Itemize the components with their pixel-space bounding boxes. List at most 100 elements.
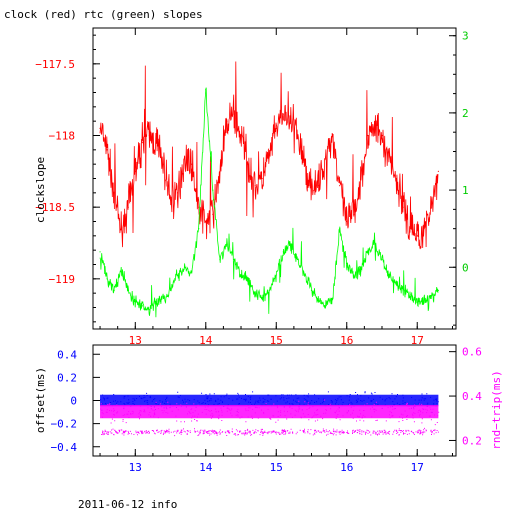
footer-info: 2011-06-12 info (78, 498, 177, 511)
series-point-clock (169, 199, 172, 201)
top-x-tick-label: 13 (129, 334, 142, 347)
series-point-clock (374, 127, 376, 129)
series-point-rtc (99, 251, 101, 253)
series-point-rtc (409, 293, 411, 295)
series-point-clock (381, 134, 383, 137)
series-point-rtc (381, 258, 383, 261)
series-point-rtc (240, 274, 242, 276)
series-point-clock (303, 163, 306, 165)
series-point-clock (184, 156, 186, 158)
series-point-rtc (261, 297, 263, 299)
bottom-right-axis: 0.6 0.4 0.2 (449, 346, 482, 447)
series-point-rtc (247, 278, 249, 280)
series-point-clock (212, 213, 214, 215)
bottom-left-tick-label: 0.4 (57, 348, 77, 361)
top-left-tick-label: −117.5 (35, 58, 75, 71)
series-point-clock (353, 213, 355, 215)
top-x-tick-label: 15 (270, 334, 283, 347)
series-point-rtc (395, 282, 397, 284)
series-point-clock (423, 228, 425, 230)
series-point-clock (226, 120, 228, 122)
bottom-left-axis: 0.4 0.2 0 −0.2 −0.4 (51, 348, 100, 454)
series-point-clock (233, 113, 235, 115)
series-point-clock (395, 177, 397, 180)
series-point-clock (261, 177, 263, 180)
series-point-rtc (141, 305, 143, 307)
series-point-rtc (367, 251, 369, 253)
series-point-rtc (191, 270, 193, 272)
top-right-tick-label: 2 (462, 107, 469, 120)
series-point-clock (205, 220, 207, 223)
series-band-rnd-trip (100, 404, 439, 419)
series-point-rtc (233, 258, 235, 261)
series-point-rtc (416, 301, 418, 303)
series-point-rtc (120, 270, 122, 272)
series-point-clock (198, 206, 200, 208)
series-point-rtc (310, 289, 313, 292)
series-point-rtc (303, 274, 306, 276)
top-series-layer (99, 61, 439, 318)
series-point-rtc (296, 258, 299, 261)
top-right-tick-label: 0 (462, 261, 469, 274)
series-point-rtc (205, 89, 207, 91)
series-point-rtc (360, 270, 362, 272)
top-left-tick-label: −119 (49, 273, 76, 286)
series-line-rtc (99, 87, 439, 318)
series-point-rtc (282, 251, 284, 253)
series-point-clock (191, 163, 193, 165)
chart-title: clock (red) rtc (green) slopes (4, 8, 203, 21)
series-point-clock (134, 170, 136, 172)
series-point-rtc (106, 278, 108, 280)
series-point-clock (346, 220, 348, 223)
bottom-x-axis: 13 14 15 16 17 (99, 449, 453, 474)
bottom-left-tick-label: 0.2 (57, 371, 77, 384)
series-point-rtc (113, 289, 115, 292)
top-x-axis: 13 14 15 16 17 (99, 28, 453, 347)
series-point-clock (106, 149, 108, 151)
series-point-rtc (339, 228, 341, 230)
series-point-rtc (148, 309, 150, 311)
series-point-rtc (219, 258, 221, 261)
series-point-clock (360, 177, 362, 180)
series-point-rtc (226, 243, 228, 245)
series-point-clock (162, 163, 165, 165)
bottom-left-tick-label: −0.2 (51, 418, 78, 431)
series-point-clock (275, 127, 277, 129)
bottom-y-axis-label-left: offset(ms) (34, 367, 47, 433)
series-point-clock (325, 156, 327, 158)
series-point-clock (176, 192, 179, 194)
series-points-rnd-trip (100, 399, 440, 437)
top-y-axis-label: clockslope (34, 157, 47, 223)
series-point-rtc (169, 289, 172, 292)
bottom-x-tick-label: 16 (340, 461, 353, 474)
series-point-clock (332, 134, 334, 137)
top-x-tick-label: 16 (340, 334, 353, 347)
series-point-clock (402, 206, 404, 208)
bottom-left-tick-label: 0 (70, 395, 77, 408)
series-point-rtc (289, 243, 291, 245)
series-point-clock (296, 134, 299, 137)
bottom-x-tick-label: 15 (270, 461, 283, 474)
bottom-series-layer (100, 391, 440, 437)
series-point-rtc (184, 266, 186, 268)
bottom-left-tick-label: −0.4 (51, 441, 78, 454)
bottom-y-axis-label-right: rnd−trip(ms) (490, 370, 503, 449)
bottom-x-tick-label: 17 (411, 461, 424, 474)
series-point-rtc (317, 301, 320, 303)
series-point-clock (148, 134, 150, 137)
series-point-clock (317, 185, 320, 187)
bottom-right-tick-label: 0.2 (462, 434, 482, 447)
series-point-clock (409, 228, 411, 230)
series-point-clock (127, 206, 129, 208)
series-point-rtc (212, 189, 214, 191)
series-point-clock (430, 206, 432, 208)
series-point-rtc (155, 301, 158, 303)
top-right-tick-label: 1 (462, 184, 469, 197)
series-point-clock (141, 142, 143, 144)
series-point-clock (289, 120, 291, 122)
series-point-rtc (332, 297, 334, 299)
series-point-clock (219, 170, 221, 172)
series-point-clock (240, 134, 242, 137)
series-point-rtc (402, 289, 404, 292)
